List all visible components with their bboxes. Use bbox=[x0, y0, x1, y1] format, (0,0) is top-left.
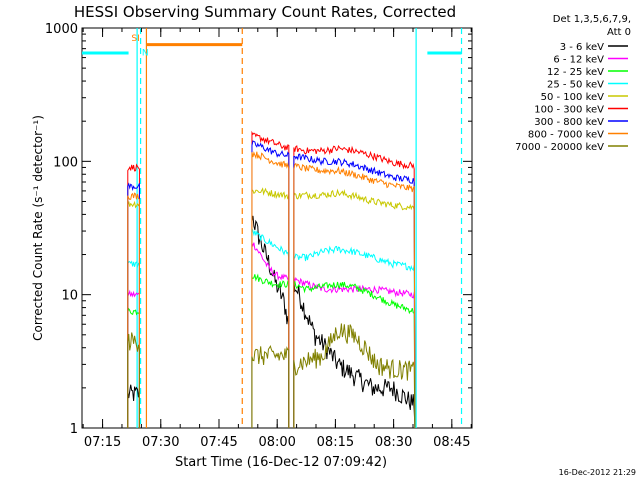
x-tick-label: 08:15 bbox=[317, 435, 354, 450]
x-tick-label: 08:30 bbox=[375, 435, 412, 450]
series-line bbox=[127, 289, 140, 428]
legend-label: 300 - 800 keV bbox=[534, 117, 604, 128]
y-tick-label: 100 bbox=[53, 155, 78, 170]
y-tick-label: 1000 bbox=[45, 22, 78, 37]
x-axis-label: Start Time (16-Dec-12 07:09:42) bbox=[175, 455, 387, 470]
plot-data: SIN bbox=[82, 28, 463, 429]
series-line bbox=[127, 163, 140, 428]
series-line bbox=[127, 260, 140, 428]
x-tick-label: 07:30 bbox=[142, 435, 179, 450]
series-line bbox=[293, 144, 416, 429]
series-line bbox=[251, 151, 290, 428]
y-tick-label: 1 bbox=[70, 422, 78, 437]
y-tick-label: 10 bbox=[61, 289, 78, 304]
series-line bbox=[251, 187, 290, 428]
series-line bbox=[251, 273, 290, 428]
legend-label: 25 - 50 keV bbox=[547, 80, 604, 91]
legend-label: 7000 - 20000 keV bbox=[515, 142, 604, 153]
x-tick-label: 08:00 bbox=[258, 435, 295, 450]
x-tick-label: 07:45 bbox=[200, 435, 237, 450]
series-line bbox=[293, 276, 416, 429]
legend-label: 50 - 100 keV bbox=[541, 92, 605, 103]
axes: 1 10 100 1000 Corrected Count Rate (s⁻¹ dete… bbox=[31, 22, 472, 450]
footer-timestamp: 16-Dec-2012 21:29 bbox=[559, 468, 636, 477]
series-line bbox=[251, 130, 290, 428]
series-line bbox=[251, 215, 290, 428]
legend-header: Att 0 bbox=[607, 27, 631, 38]
legend-label: 3 - 6 keV bbox=[560, 42, 604, 53]
series-line bbox=[293, 188, 416, 429]
series-line bbox=[251, 228, 290, 428]
series-line bbox=[127, 307, 140, 428]
status-annotation: N bbox=[142, 49, 149, 59]
status-annotation: SI bbox=[131, 34, 139, 44]
series-line bbox=[127, 182, 140, 428]
series-line bbox=[293, 323, 416, 429]
series-line bbox=[127, 332, 140, 428]
series-line bbox=[127, 384, 140, 428]
series-line bbox=[293, 281, 416, 429]
series-line bbox=[127, 200, 140, 428]
series-line bbox=[251, 140, 290, 428]
y-axis-label: Corrected Count Rate (s⁻¹ detector⁻¹) bbox=[31, 115, 45, 341]
legend-label: 12 - 25 keV bbox=[547, 67, 604, 78]
x-tick-label: 08:45 bbox=[433, 435, 470, 450]
legend-label: 100 - 300 keV bbox=[534, 105, 604, 116]
legend: Det 1,3,5,6,7,9, Att 03 - 6 keV 6 - 12 keV… bbox=[515, 14, 631, 153]
legend-label: 800 - 7000 keV bbox=[528, 130, 604, 141]
series-line bbox=[293, 153, 416, 429]
series-line bbox=[293, 280, 416, 429]
series-line bbox=[293, 162, 416, 429]
series-line bbox=[251, 242, 290, 428]
series-line bbox=[293, 245, 416, 429]
series-line bbox=[127, 192, 140, 428]
chart-title: HESSI Observing Summary Count Rates, Cor… bbox=[74, 3, 456, 21]
legend-header: Det 1,3,5,6,7,9, bbox=[553, 14, 631, 25]
legend-label: 6 - 12 keV bbox=[553, 55, 604, 66]
x-tick-label: 07:15 bbox=[84, 435, 121, 450]
series-line bbox=[251, 345, 290, 428]
